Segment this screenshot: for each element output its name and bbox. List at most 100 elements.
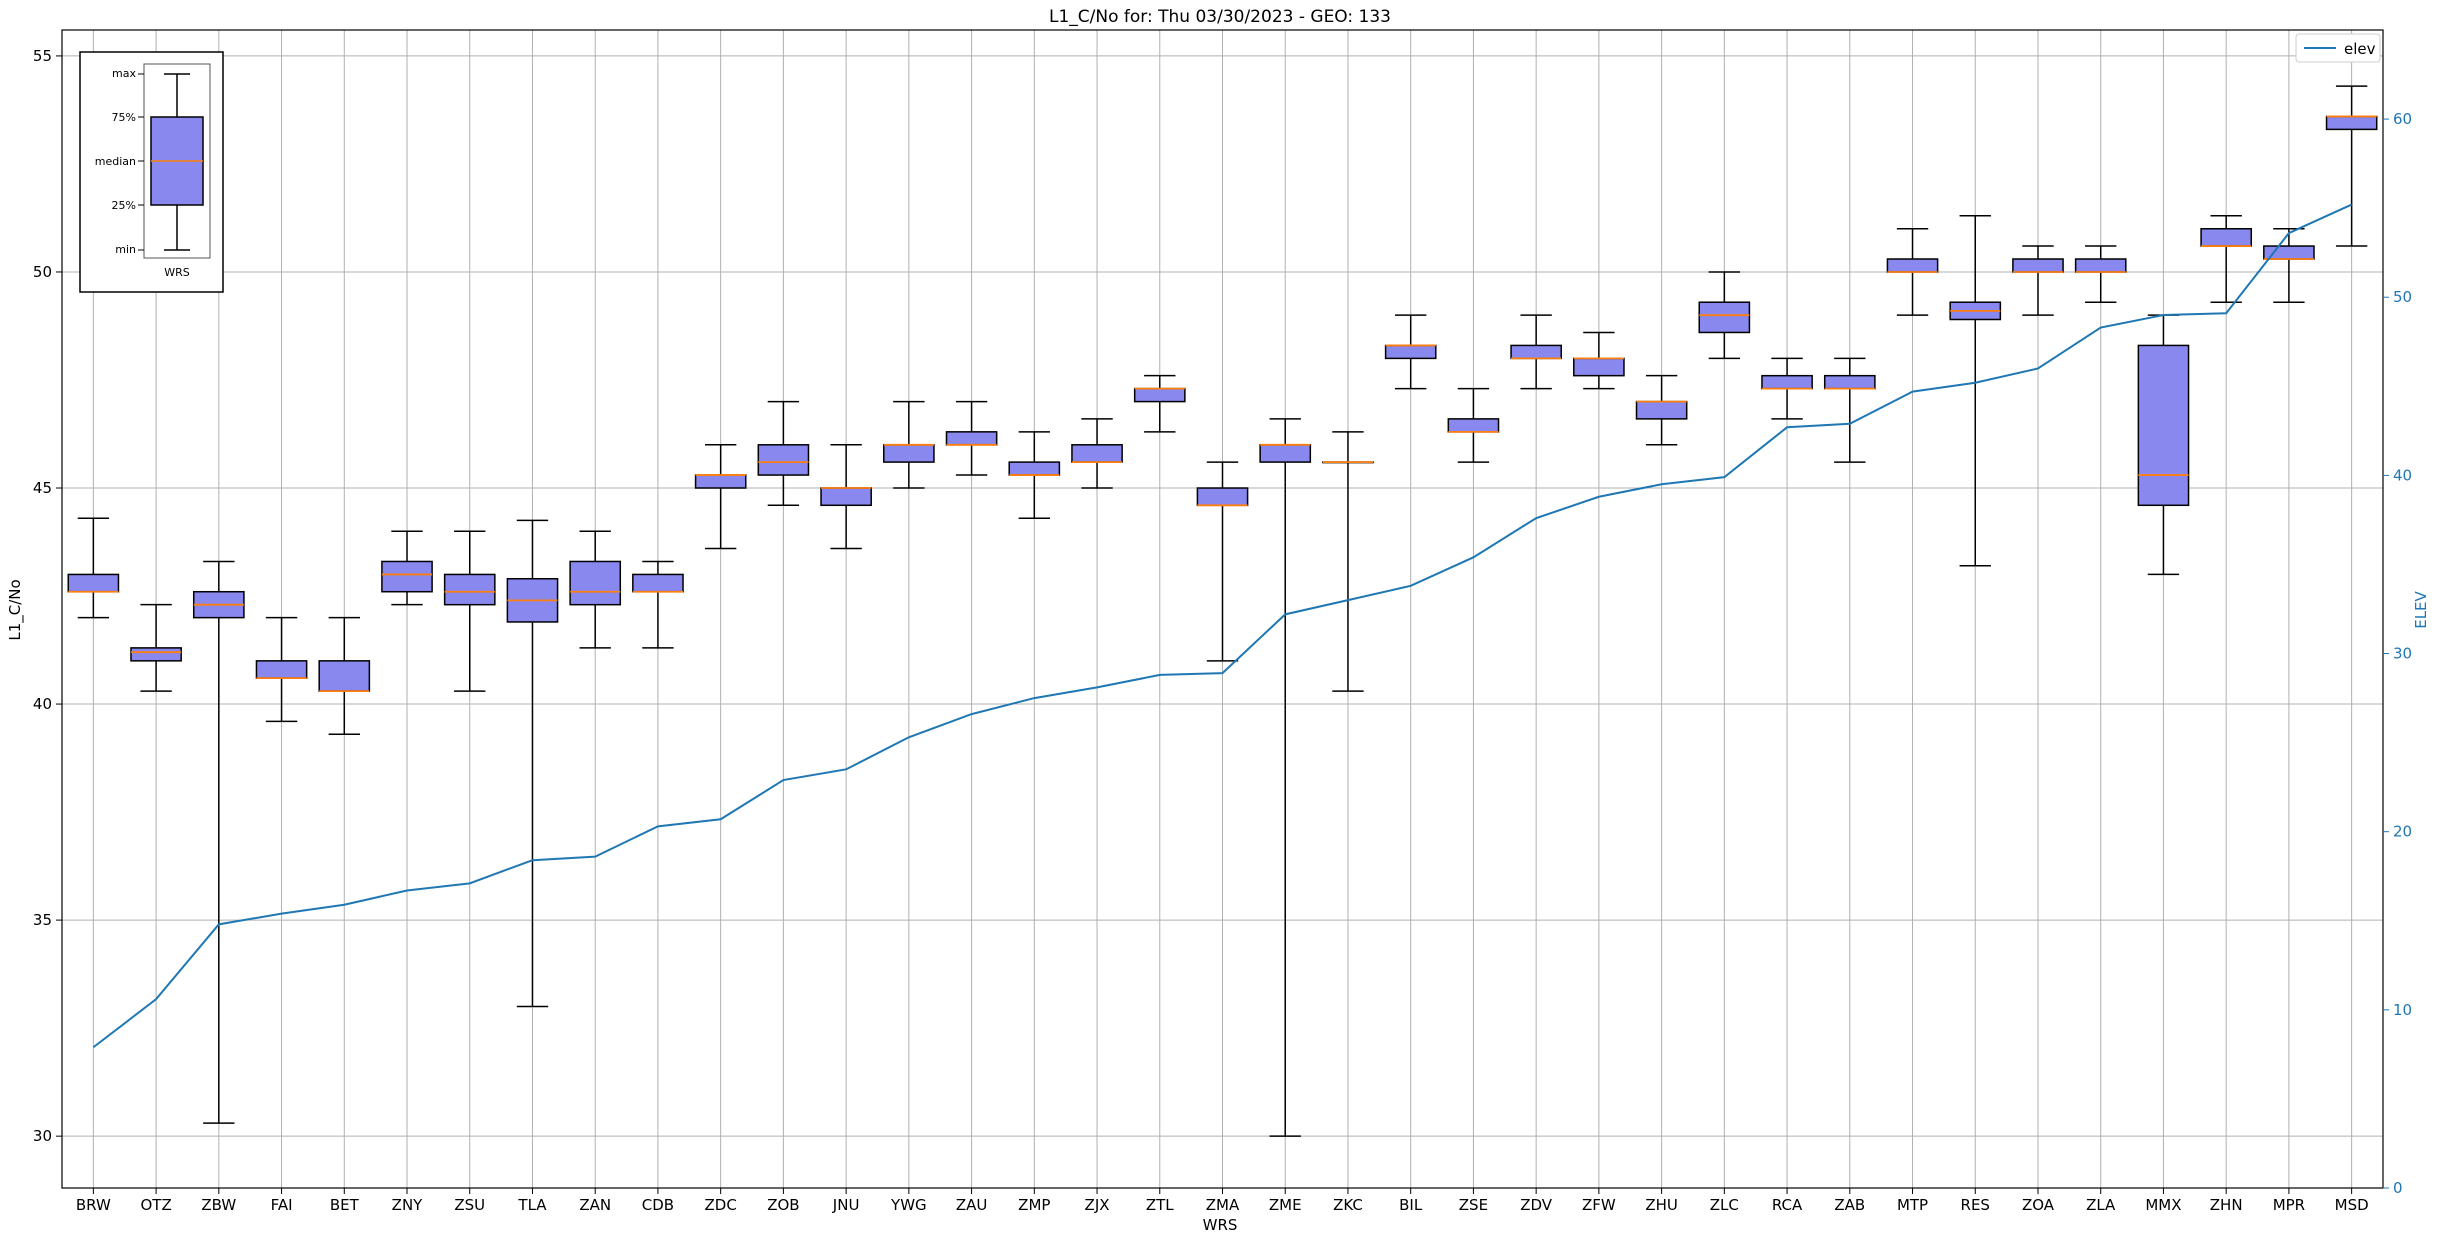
x-axis-label: WRS [1203, 1216, 1238, 1234]
x-tick-label-zjx: ZJX [1085, 1196, 1110, 1214]
box-zdv [1510, 344, 1562, 360]
box-otz [130, 647, 182, 662]
inset-label-min: min [115, 243, 136, 256]
x-tick-label-zdc: ZDC [705, 1196, 737, 1214]
y-tick-label: 55 [33, 47, 52, 65]
legend: elev [2295, 33, 2381, 63]
x-tick-label-zlc: ZLC [1710, 1196, 1739, 1214]
x-tick-label-rca: RCA [1772, 1196, 1803, 1214]
x-tick-label-bil: BIL [1399, 1196, 1423, 1214]
boxes-layer [67, 85, 2378, 1137]
y2-tick-label: 50 [2393, 288, 2412, 306]
box-brw [67, 573, 120, 593]
x-tick-label-fai: FAI [271, 1196, 293, 1214]
x-tick-label-brw: BRW [76, 1196, 111, 1214]
box-mtp [1886, 258, 1939, 273]
elev-layer [92, 203, 2353, 1049]
legend-frame [2295, 33, 2381, 63]
x-tick-label-otz: OTZ [140, 1196, 171, 1214]
box-jnu [820, 487, 872, 507]
x-tick-label-res: RES [1961, 1196, 1990, 1214]
box-bil [1384, 344, 1437, 360]
x-tick-label-bet: BET [330, 1196, 360, 1214]
y-tick-label: 40 [33, 695, 52, 713]
chart-title: L1_C/No for: Thu 03/30/2023 - GEO: 133 [1049, 7, 1391, 27]
box-zme [1259, 444, 1312, 463]
box-zma [1196, 487, 1249, 507]
axes-layer: 30 35 40 45 50 55 0 10 20 30 40 50 60 BRW OTZ ZBW FAI BET… [33, 29, 2412, 1214]
x-tick-label-zsu: ZSU [454, 1196, 485, 1214]
y-tick-label: 50 [33, 263, 52, 281]
x-tick-label-zfw: ZFW [1582, 1196, 1616, 1214]
y2-tick-label: 30 [2393, 645, 2412, 663]
box-zhn [2200, 228, 2253, 247]
y2-tick-label: 40 [2393, 466, 2412, 484]
x-tick-label-zma: ZMA [1206, 1196, 1240, 1214]
x-tick-label-tla: TLA [517, 1196, 547, 1214]
box-msd [2325, 115, 2378, 131]
x-tick-label-zla: ZLA [2086, 1196, 2116, 1214]
box-cdb [632, 573, 684, 593]
x-tick-label-ztl: ZTL [1146, 1196, 1174, 1214]
box-zau [945, 431, 998, 446]
y-axis-label: L1_C/No [6, 579, 25, 640]
x-tick-label-zbw: ZBW [201, 1196, 236, 1214]
y2-axis-label: ELEV [2412, 590, 2430, 628]
grid-layer [62, 30, 2383, 1188]
box-zmp [1008, 461, 1061, 476]
x-tick-label-zan: ZAN [579, 1196, 611, 1214]
elev-series-line [92, 203, 2353, 1049]
y-tick-label: 30 [33, 1127, 52, 1145]
x-tick-label-zse: ZSE [1459, 1196, 1488, 1214]
x-tick-label-msd: MSD [2335, 1196, 2369, 1214]
x-tick-label-jnu: JNU [832, 1196, 860, 1214]
x-tick-label-zme: ZME [1269, 1196, 1302, 1214]
box-bet [318, 660, 371, 692]
box-zoa [2012, 258, 2064, 273]
x-tick-label-zhn: ZHN [2210, 1196, 2243, 1214]
y-tick-label: 45 [33, 479, 52, 497]
x-tick-label-zob: ZOB [767, 1196, 799, 1214]
x-tick-label-ywg: YWG [890, 1196, 927, 1214]
inset-label-median: median [95, 155, 136, 168]
x-tick-label-mmx: MMX [2145, 1196, 2181, 1214]
x-tick-label-mtp: MTP [1897, 1196, 1928, 1214]
inset-label-q1: 25% [112, 199, 136, 212]
x-tick-label-mpr: MPR [2273, 1196, 2305, 1214]
box-zsu [443, 573, 496, 606]
y2-tick-label: 10 [2393, 1001, 2412, 1019]
box-zfw [1573, 357, 1625, 377]
box-zdc [694, 474, 747, 489]
box-zan [569, 560, 622, 606]
x-tick-label-zhu: ZHU [1645, 1196, 1678, 1214]
box-zab [1823, 374, 1876, 390]
x-tick-label-zab: ZAB [1834, 1196, 1865, 1214]
box-ywg [883, 444, 935, 463]
x-tick-label-zoa: ZOA [2022, 1196, 2055, 1214]
box-fai [255, 660, 308, 679]
inset-xlabel: WRS [164, 266, 190, 279]
box-zlc [1698, 301, 1751, 334]
box-zse [1447, 418, 1500, 433]
box-rca [1761, 374, 1813, 390]
x-tick-label-cdb: CDB [642, 1196, 674, 1214]
legend-entry-elev: elev [2344, 40, 2376, 58]
box-zny [381, 560, 433, 593]
y2-tick-label: 20 [2393, 823, 2412, 841]
x-tick-label-zmp: ZMP [1018, 1196, 1050, 1214]
x-tick-label-zau: ZAU [956, 1196, 988, 1214]
x-tick-label-zdv: ZDV [1520, 1196, 1553, 1214]
box-mmx [2137, 344, 2190, 507]
box-zhu [1635, 400, 1688, 420]
x-tick-label-zny: ZNY [392, 1196, 423, 1214]
y2-tick-label: 60 [2393, 110, 2412, 128]
y2-tick-label: 0 [2393, 1179, 2403, 1197]
inset-boxplot-key: max 75% median 25% min WRS [79, 51, 224, 293]
inset-label-max: max [112, 67, 136, 80]
x-tick-label-zkc: ZKC [1333, 1196, 1363, 1214]
inset-label-q3: 75% [112, 111, 136, 124]
box-ztl [1133, 387, 1186, 403]
box-zla [2074, 258, 2127, 273]
box-zob [757, 444, 810, 476]
